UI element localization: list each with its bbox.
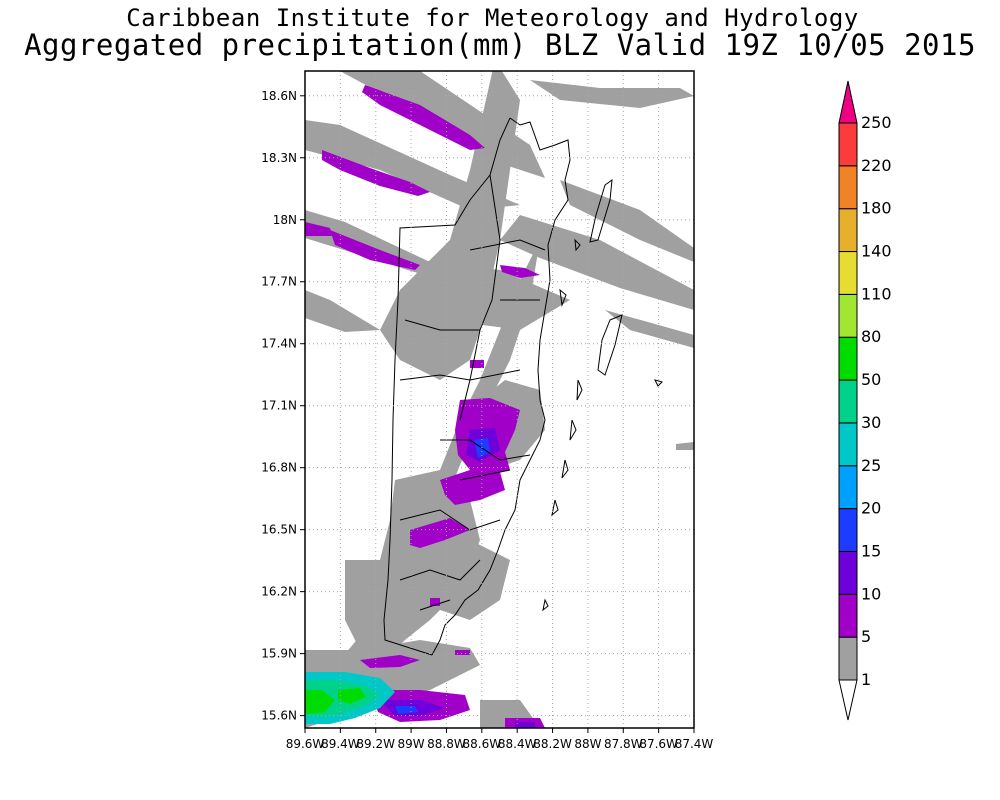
colorbar-label: 140 [861, 242, 892, 261]
lat-tick-label: 16.8N [261, 461, 297, 475]
colorbar-label: 250 [861, 113, 892, 132]
colorbar-segment [838, 422, 858, 467]
lat-tick-label: 16.2N [261, 585, 297, 599]
colorbar-label: 50 [861, 370, 881, 389]
colorbar-segment [838, 293, 858, 338]
colorbar-label: 15 [861, 541, 881, 560]
colorbar-segment [838, 465, 858, 510]
colorbar-upper-arrow [838, 80, 858, 124]
colorbar-segment [838, 165, 858, 210]
colorbar-label: 110 [861, 284, 892, 303]
colorbar-segment [838, 379, 858, 424]
lat-tick-label: 15.9N [261, 647, 297, 661]
lon-tick-label: 87.6W [639, 737, 678, 751]
colorbar-segment [838, 636, 858, 681]
latitude-axis: 18.6N 18.3N 18N 17.7N 17.4N 17.1N 16.8N 16.5N 16… [261, 89, 305, 723]
colorbar-label: 10 [861, 584, 881, 603]
lat-tick-label: 18.6N [261, 89, 297, 103]
colorbar-segment [838, 122, 858, 167]
colorbar-label: 180 [861, 199, 892, 218]
precip-band-1-5mm [305, 71, 694, 728]
precipitation-field [305, 71, 694, 728]
colorbar-segment [838, 550, 858, 595]
colorbar-segment [838, 508, 858, 552]
district-lines [399, 174, 546, 611]
colorbar-segment [838, 251, 858, 295]
lat-tick-label: 17.7N [261, 275, 297, 289]
lat-tick-label: 17.4N [261, 337, 297, 351]
lon-tick-label: 89W [398, 737, 425, 751]
colorbar-label: 5 [861, 627, 871, 646]
colorbar-label: 80 [861, 327, 881, 346]
guatemala-border-line [383, 117, 511, 656]
institute-title: Caribbean Institute for Meteorology and … [126, 4, 859, 32]
lon-tick-label: 88.6W [463, 737, 502, 751]
lon-tick-label: 88W [574, 737, 601, 751]
colorbar-segment [838, 208, 858, 253]
lon-tick-label: 87.8W [604, 737, 643, 751]
lat-tick-label: 16.5N [261, 523, 297, 537]
colorbar-segment [838, 593, 858, 638]
lon-tick-label: 89.6W [286, 737, 325, 751]
lon-tick-label: 88.2W [533, 737, 572, 751]
colorbar-label: 25 [861, 456, 881, 475]
precip-band-50-80mm [305, 688, 366, 714]
lon-tick-label: 89.2W [356, 737, 395, 751]
colorbar-label: 1 [861, 670, 871, 689]
lat-tick-label: 18.3N [261, 151, 297, 165]
lon-tick-label: 88.8W [427, 737, 466, 751]
map-frame [304, 70, 695, 729]
colorbar-label: 20 [861, 499, 881, 518]
country-borders [383, 117, 663, 656]
lat-tick-label: 17.1N [261, 399, 297, 413]
lat-tick-label: 15.6N [261, 709, 297, 723]
cayes [542, 178, 663, 612]
lon-tick-label: 88.4W [498, 737, 537, 751]
colorbar-lower-arrow [838, 679, 858, 721]
colorbar-label: 30 [861, 413, 881, 432]
colorbar-segment [838, 336, 858, 381]
lat-tick-label: 18N [273, 213, 297, 227]
lon-tick-label: 89.4W [321, 737, 360, 751]
belize-coastline [431, 117, 571, 656]
colorbar-label: 220 [861, 156, 892, 175]
lon-tick-label: 87.4W [675, 737, 714, 751]
product-title: Aggregated precipitation(mm) BLZ Valid 1… [24, 28, 976, 62]
